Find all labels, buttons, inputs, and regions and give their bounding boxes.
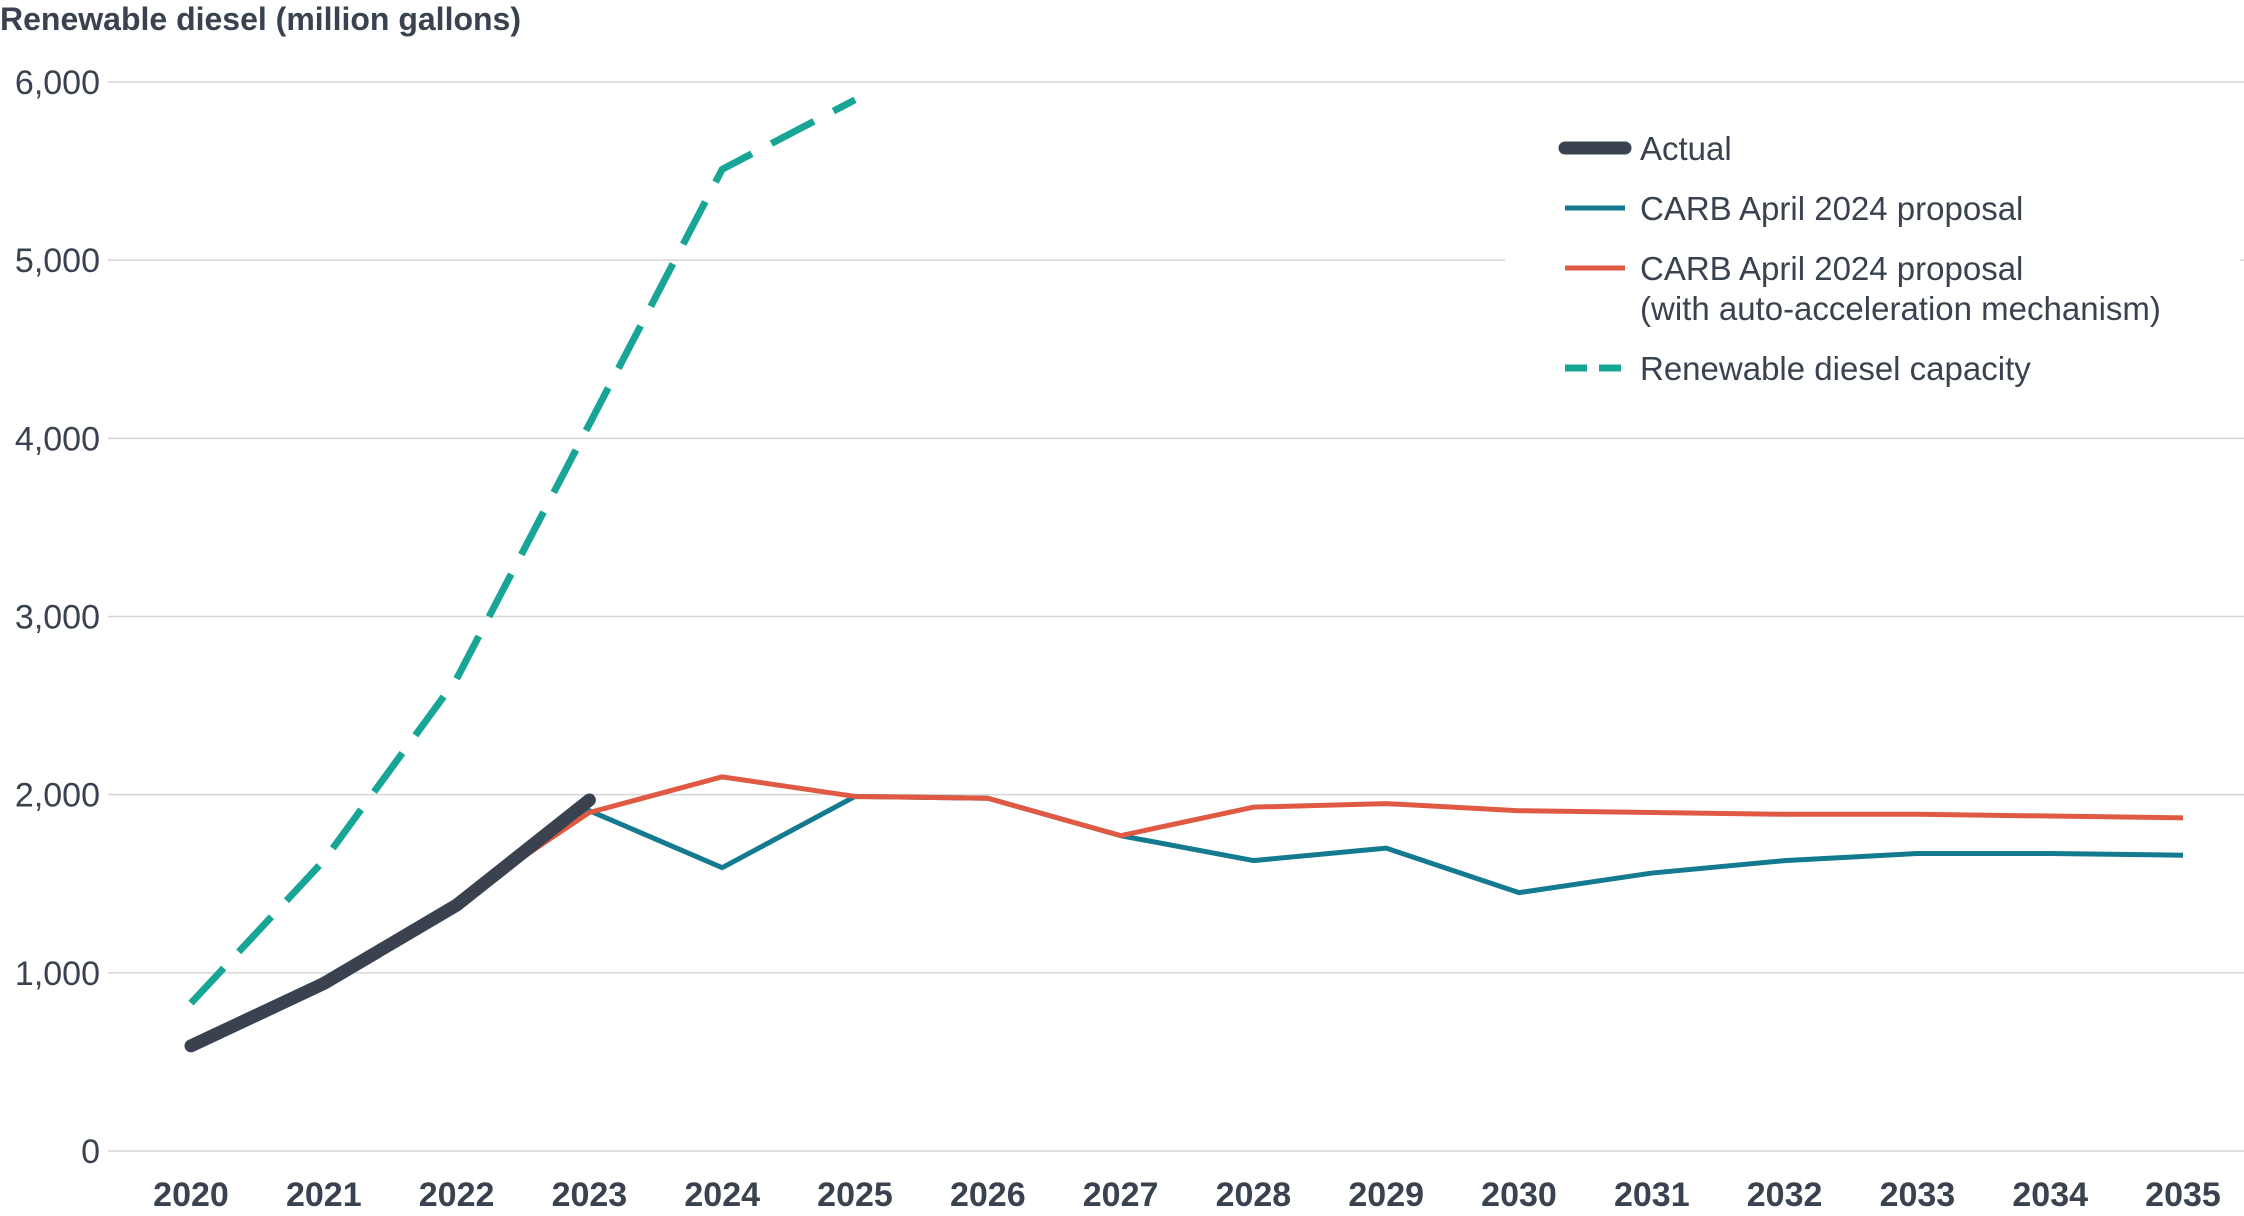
legend-label: Actual: [1640, 130, 1732, 167]
x-tick-label: 2025: [817, 1176, 893, 1214]
y-tick-label: 3,000: [15, 599, 100, 637]
x-tick-label: 2028: [1216, 1176, 1292, 1214]
series-0: [184, 793, 596, 1053]
legend-background: [1505, 110, 2240, 410]
y-tick-label: 4,000: [15, 420, 100, 458]
y-axis-ticks: 0 1,000 2,000 3,000 4,000 5,000 6,000: [15, 64, 100, 1171]
series-layer: [184, 96, 2184, 1053]
y-tick-label: 6,000: [15, 64, 100, 102]
x-tick-label: 2026: [950, 1176, 1026, 1214]
x-tick-label: 2021: [286, 1176, 362, 1214]
series-line: [455, 793, 2184, 906]
series-3: [188, 96, 857, 1006]
x-tick-label: 2024: [684, 1176, 760, 1214]
y-tick-label: 5,000: [15, 242, 100, 280]
gridlines: [108, 81, 2244, 1152]
x-tick-label: 2020: [153, 1176, 229, 1214]
x-tick-label: 2023: [552, 1176, 628, 1214]
y-tick-label: 1,000: [15, 955, 100, 993]
x-tick-label: 2027: [1083, 1176, 1159, 1214]
y-axis-label: Renewable diesel (million gallons): [0, 1, 521, 37]
x-tick-label: 2030: [1481, 1176, 1557, 1214]
x-tick-label: 2032: [1747, 1176, 1823, 1214]
y-tick-label: 0: [81, 1133, 100, 1171]
series-line: [184, 793, 596, 1053]
series-line: [188, 96, 857, 1006]
x-tick-label: 2035: [2145, 1176, 2221, 1214]
legend-label: Renewable diesel capacity: [1640, 350, 2031, 387]
legend-label: (with auto-acceleration mechanism): [1640, 290, 2161, 327]
x-tick-label: 2031: [1614, 1176, 1690, 1214]
series-2: [455, 774, 2184, 904]
legend-label: CARB April 2024 proposal: [1640, 190, 2023, 227]
series-line: [455, 774, 2184, 904]
legend: Actual CARB April 2024 proposal CARB April…: [1558, 130, 2161, 387]
x-tick-label: 2033: [1880, 1176, 1956, 1214]
x-tick-label: 2034: [2012, 1176, 2088, 1214]
y-tick-label: 2,000: [15, 777, 100, 815]
x-axis-ticks: 2020 2021 2022 2023 2024 2025 2026 2027 2028 2029…: [153, 1176, 2221, 1214]
x-tick-label: 2022: [419, 1176, 495, 1214]
x-tick-label: 2029: [1348, 1176, 1424, 1214]
legend-label: CARB April 2024 proposal: [1640, 250, 2023, 287]
